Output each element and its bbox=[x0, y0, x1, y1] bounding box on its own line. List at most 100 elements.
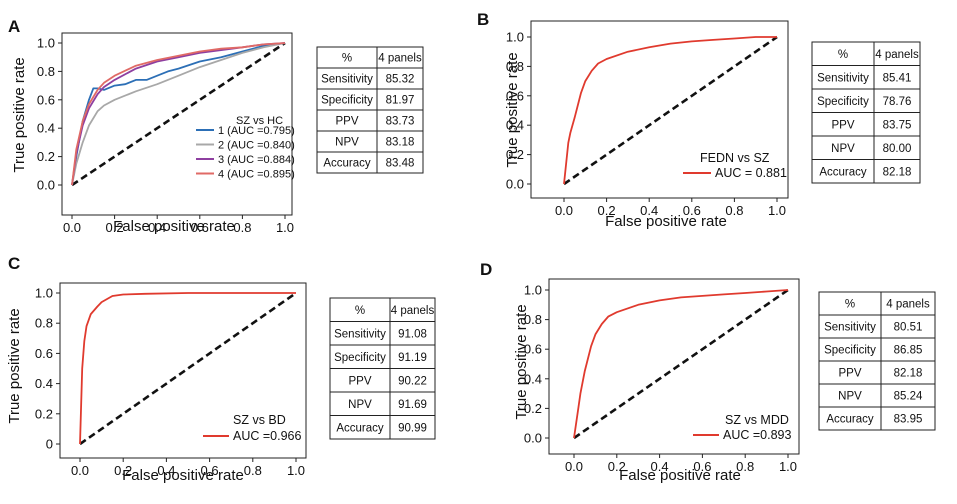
y-axis-title: True positive rate bbox=[504, 52, 521, 167]
x-tick-label: 0.4 bbox=[157, 463, 175, 478]
y-axis-title: True positive rate bbox=[6, 308, 23, 423]
metrics-table: % 4 panels Sensitivity 85.32 Specificity 81.9… bbox=[316, 46, 424, 174]
table-value: 85.41 bbox=[883, 72, 912, 84]
roc-curve-1 bbox=[71, 42, 286, 186]
legend-entry: 1 (AUC =0.795) bbox=[218, 125, 295, 137]
table-value: Sensitivity bbox=[334, 328, 386, 340]
plot-frame bbox=[59, 282, 307, 459]
table-value: Sensitivity bbox=[321, 74, 373, 86]
legend-title: SZ vs BD bbox=[233, 413, 286, 427]
table-value: PPV bbox=[838, 368, 861, 380]
table-header: % bbox=[355, 305, 365, 317]
y-tick-label: 0.0 bbox=[524, 431, 542, 446]
table-header: 4 panels bbox=[391, 305, 435, 317]
x-tick-label: 0.0 bbox=[63, 220, 81, 235]
x-tick-label: 0.6 bbox=[683, 203, 701, 218]
table-value: Accuracy bbox=[323, 158, 371, 170]
legend-entry: 2 (AUC =0.840) bbox=[218, 140, 295, 152]
table-value: NPV bbox=[335, 137, 359, 149]
x-axis-title: False positive rate bbox=[619, 467, 741, 484]
y-tick-label: 0.2 bbox=[506, 147, 524, 162]
x-tick-label: 0.0 bbox=[565, 459, 583, 474]
x-tick-label: 1.0 bbox=[287, 463, 305, 478]
table-value: NPV bbox=[831, 143, 855, 155]
table-header: 4 panels bbox=[886, 299, 930, 311]
table-value: NPV bbox=[348, 399, 372, 411]
table-value: 83.48 bbox=[386, 158, 415, 170]
table-value: 90.22 bbox=[398, 375, 427, 387]
y-tick-label: 0.6 bbox=[506, 88, 524, 103]
table-value: 85.32 bbox=[386, 74, 415, 86]
plot-frame bbox=[61, 32, 293, 216]
x-tick-label: 1.0 bbox=[779, 459, 797, 474]
y-axis-title: True positive rate bbox=[11, 57, 28, 172]
table-value: Specificity bbox=[824, 345, 876, 357]
table-value: 80.51 bbox=[894, 322, 923, 334]
y-tick-label: 0.6 bbox=[37, 92, 55, 107]
table-value: 83.95 bbox=[894, 414, 923, 426]
table-value: Sensitivity bbox=[824, 322, 876, 334]
table-value: 85.24 bbox=[894, 391, 923, 403]
y-tick-label: 1.0 bbox=[37, 36, 55, 51]
table-value: 81.97 bbox=[386, 95, 415, 107]
roc-curve-1 bbox=[563, 36, 777, 185]
y-tick-label: 0.8 bbox=[35, 316, 53, 331]
y-tick-label: 0.0 bbox=[506, 177, 524, 192]
table-value: Accuracy bbox=[819, 166, 867, 178]
table-cell bbox=[389, 415, 436, 440]
table-value: Specificity bbox=[321, 95, 373, 107]
plot-frame bbox=[548, 278, 800, 455]
x-tick-label: 0.0 bbox=[555, 203, 573, 218]
y-tick-label: 0.2 bbox=[524, 401, 542, 416]
y-tick-label: 0.4 bbox=[37, 121, 55, 136]
table-value: 83.75 bbox=[883, 119, 912, 131]
y-tick-label: 1.0 bbox=[35, 286, 53, 301]
y-tick-label: 0.4 bbox=[35, 376, 53, 391]
roc-curve-2 bbox=[71, 42, 286, 186]
table-value: 83.18 bbox=[386, 137, 415, 149]
legend-entry: AUC =0.893 bbox=[723, 428, 791, 442]
y-tick-label: 0.8 bbox=[37, 64, 55, 79]
y-tick-label: 0.6 bbox=[524, 342, 542, 357]
x-tick-label: 0.8 bbox=[244, 463, 262, 478]
y-tick-label: 0.2 bbox=[37, 149, 55, 164]
table-value: 91.19 bbox=[398, 352, 427, 364]
panel-b: B 0.0 0.2 0.4 0.6 0.8 1.0 0.0 0.2 0.4 0.6 0.8 1.0 Fal… bbox=[477, 10, 921, 230]
y-tick-label: 0.8 bbox=[506, 59, 524, 74]
table-value: PPV bbox=[335, 116, 358, 128]
x-tick-label: 0.0 bbox=[71, 463, 89, 478]
table-cell bbox=[880, 406, 936, 431]
table-header: % bbox=[342, 53, 352, 65]
table-value: Specificity bbox=[817, 96, 869, 108]
table-value: Sensitivity bbox=[817, 72, 869, 84]
legend-entry: AUC =0.966 bbox=[233, 429, 301, 443]
table-cell bbox=[873, 159, 921, 184]
panel-d: D 0.0 0.2 0.4 0.6 0.8 1.0 0.0 0.2 0.4 0.6 0.8 1.0 Fal… bbox=[480, 260, 936, 484]
table-value: 82.18 bbox=[883, 166, 912, 178]
table-value: NPV bbox=[838, 391, 862, 403]
x-tick-label: 0.8 bbox=[725, 203, 743, 218]
y-tick-label: 0.4 bbox=[506, 118, 524, 133]
roc-curve-1 bbox=[79, 292, 296, 445]
table-value: 83.73 bbox=[386, 116, 415, 128]
table-value: 91.08 bbox=[398, 328, 427, 340]
x-tick-label: 0.8 bbox=[233, 220, 251, 235]
table-value: PPV bbox=[831, 119, 854, 131]
panel-letter: A bbox=[8, 17, 20, 36]
panel-letter: B bbox=[477, 10, 489, 29]
y-tick-label: 0 bbox=[46, 437, 53, 452]
legend-entry: 3 (AUC =0.884) bbox=[218, 154, 295, 166]
legend-entry: AUC = 0.881 bbox=[715, 166, 787, 180]
legend-title: SZ vs HC bbox=[236, 115, 283, 127]
table-header: 4 panels bbox=[875, 49, 919, 61]
table-value: Accuracy bbox=[826, 414, 874, 426]
x-axis-title: False positive rate bbox=[113, 218, 235, 235]
table-header: % bbox=[845, 299, 855, 311]
y-tick-label: 1.0 bbox=[506, 30, 524, 45]
metrics-table: % 4 panels Sensitivity 91.08 Specificity 91.1… bbox=[329, 297, 436, 440]
table-value: Specificity bbox=[334, 352, 386, 364]
panel-letter: D bbox=[480, 260, 492, 279]
x-tick-label: 0.4 bbox=[148, 220, 166, 235]
table-value: 82.18 bbox=[894, 368, 923, 380]
